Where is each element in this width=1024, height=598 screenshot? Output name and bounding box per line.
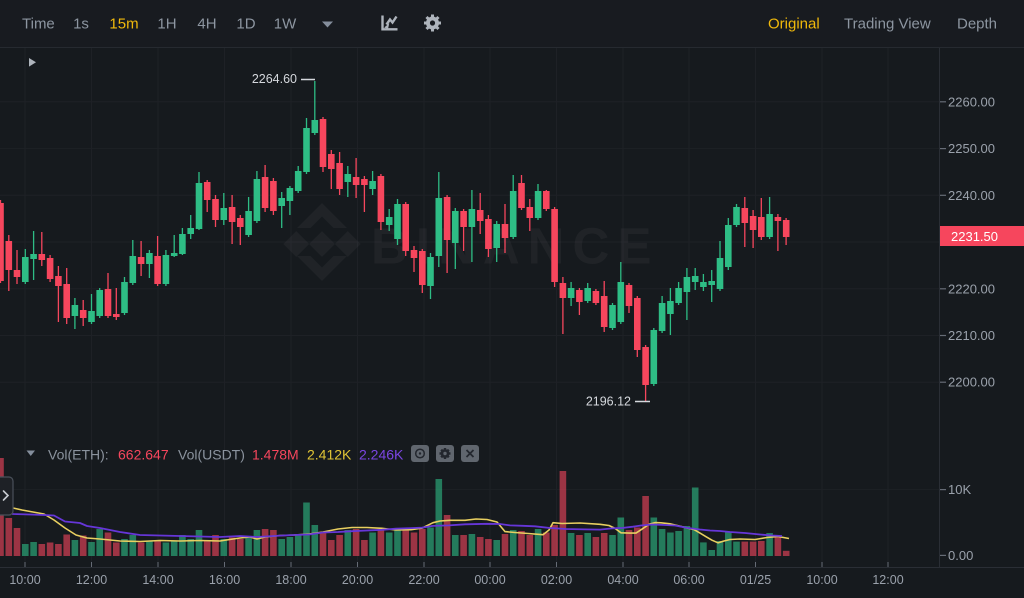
svg-text:16:00: 16:00 bbox=[209, 573, 240, 587]
svg-text:Time: Time bbox=[22, 16, 55, 33]
svg-text:12:00: 12:00 bbox=[76, 573, 107, 587]
svg-text:2240.00: 2240.00 bbox=[948, 188, 995, 203]
svg-text:0.00: 0.00 bbox=[948, 548, 973, 563]
svg-text:1s: 1s bbox=[73, 16, 89, 33]
svg-text:2210.00: 2210.00 bbox=[948, 328, 995, 343]
svg-text:Trading View: Trading View bbox=[844, 16, 931, 33]
svg-text:2264.60: 2264.60 bbox=[252, 72, 297, 86]
svg-text:15m: 15m bbox=[109, 16, 138, 33]
svg-text:12:00: 12:00 bbox=[872, 573, 903, 587]
svg-text:06:00: 06:00 bbox=[673, 573, 704, 587]
svg-text:Original: Original bbox=[768, 16, 820, 33]
svg-text:2196.12: 2196.12 bbox=[586, 395, 631, 409]
svg-text:1H: 1H bbox=[157, 16, 176, 33]
svg-text:10:00: 10:00 bbox=[806, 573, 837, 587]
svg-text:01/25: 01/25 bbox=[740, 573, 771, 587]
svg-text:10K: 10K bbox=[948, 482, 971, 497]
svg-text:10:00: 10:00 bbox=[9, 573, 40, 587]
svg-text:1W: 1W bbox=[274, 16, 297, 33]
svg-text:2260.00: 2260.00 bbox=[948, 94, 995, 109]
svg-text:2231.50: 2231.50 bbox=[951, 229, 998, 244]
svg-text:14:00: 14:00 bbox=[142, 573, 173, 587]
svg-text:20:00: 20:00 bbox=[342, 573, 373, 587]
svg-text:22:00: 22:00 bbox=[408, 573, 439, 587]
svg-text:2250.00: 2250.00 bbox=[948, 141, 995, 156]
svg-text:02:00: 02:00 bbox=[541, 573, 572, 587]
svg-text:2200.00: 2200.00 bbox=[948, 375, 995, 390]
svg-text:Depth: Depth bbox=[957, 16, 997, 33]
svg-text:4H: 4H bbox=[197, 16, 216, 33]
svg-text:1D: 1D bbox=[236, 16, 255, 33]
svg-text:18:00: 18:00 bbox=[275, 573, 306, 587]
svg-text:00:00: 00:00 bbox=[474, 573, 505, 587]
svg-text:2220.00: 2220.00 bbox=[948, 281, 995, 296]
svg-text:04:00: 04:00 bbox=[607, 573, 638, 587]
